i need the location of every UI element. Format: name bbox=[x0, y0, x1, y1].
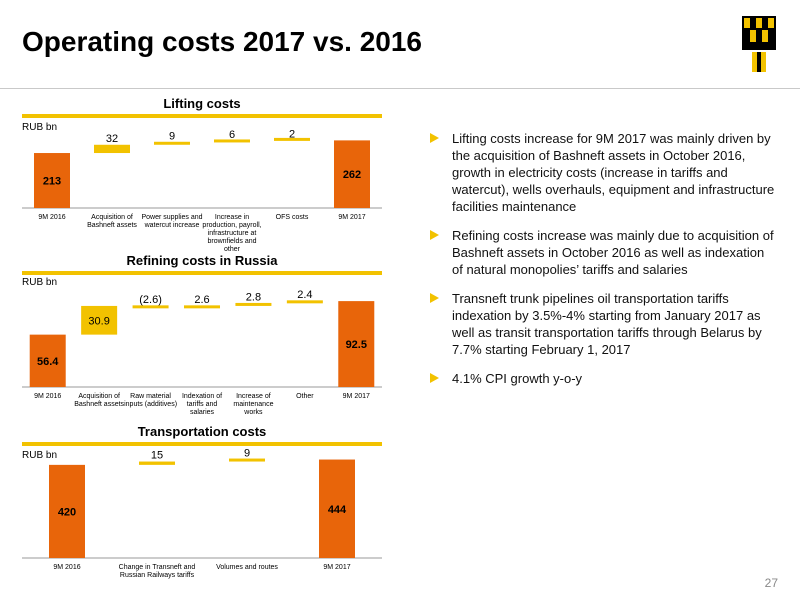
category-label: other bbox=[224, 246, 241, 253]
delta-bar bbox=[214, 139, 250, 143]
category-label: 9M 2016 bbox=[38, 214, 65, 221]
bullet-item: Refining costs increase was mainly due t… bbox=[430, 227, 775, 278]
delta-bar bbox=[235, 302, 272, 306]
delta-bar bbox=[286, 300, 323, 304]
data-label: 2.6 bbox=[194, 294, 209, 306]
company-logo bbox=[742, 16, 776, 72]
delta-bar bbox=[81, 305, 118, 335]
y-axis-label: RUB bn bbox=[22, 277, 57, 288]
data-label: 444 bbox=[328, 504, 347, 516]
y-axis-label: RUB bn bbox=[22, 450, 57, 461]
category-label: watercut increase bbox=[144, 222, 200, 229]
chart-transportation: RUB bn 420 9M 2016 15 Change in Transneft an… bbox=[22, 448, 382, 583]
y-axis-label: RUB bn bbox=[22, 122, 57, 133]
category-label: tariffs and bbox=[187, 401, 218, 408]
category-label: Bashneft assets bbox=[87, 222, 137, 229]
total-bar bbox=[334, 140, 370, 208]
commentary-list: Lifting costs increase for 9M 2017 was m… bbox=[430, 130, 775, 399]
refining-costs-chart: RUB bn 56.4 9M 2016 30.9 Acquisition ofBashn… bbox=[22, 277, 382, 416]
data-label: 32 bbox=[106, 133, 118, 145]
category-label: 9M 2017 bbox=[343, 393, 370, 400]
bullet-arrow-icon bbox=[430, 293, 439, 303]
delta-bar bbox=[184, 305, 220, 309]
data-label: 30.9 bbox=[88, 315, 109, 327]
data-label: 92.5 bbox=[346, 339, 367, 351]
delta-bar bbox=[274, 137, 310, 141]
category-label: OFS costs bbox=[276, 214, 309, 221]
data-label: 9 bbox=[169, 130, 175, 142]
delta-bar bbox=[154, 141, 190, 145]
total-bar bbox=[29, 334, 66, 387]
bullet-arrow-icon bbox=[430, 133, 439, 143]
category-label: Change in Transneft and bbox=[119, 564, 196, 571]
category-label: Increase of bbox=[236, 393, 271, 400]
total-bar bbox=[319, 459, 355, 558]
data-label: (2.6) bbox=[139, 294, 162, 306]
total-bar bbox=[49, 464, 85, 558]
category-label: infrastructure at bbox=[208, 230, 257, 237]
category-label: brownfields and bbox=[207, 238, 256, 245]
bullet-text: 4.1% CPI growth y-o-y bbox=[452, 371, 583, 386]
data-label: 420 bbox=[58, 506, 76, 518]
category-label: inputs (additives) bbox=[124, 401, 177, 408]
category-label: Indexation of bbox=[182, 393, 222, 400]
slide-title: Operating costs 2017 vs. 2016 bbox=[22, 26, 422, 57]
category-label: salaries bbox=[190, 409, 215, 416]
delta-bar bbox=[132, 305, 169, 309]
chart-title-rule bbox=[22, 271, 382, 275]
data-label: 2 bbox=[289, 128, 295, 140]
data-label: 6 bbox=[229, 129, 235, 141]
category-label: Power supplies and bbox=[141, 214, 202, 221]
category-label: Russian Railways tariffs bbox=[120, 572, 195, 579]
category-label: maintenance bbox=[233, 401, 273, 408]
chart-title-rule bbox=[22, 442, 382, 446]
chart-refining: RUB bn 56.4 9M 2016 30.9 Acquisition of Bashn… bbox=[22, 277, 382, 417]
delta-bar bbox=[229, 458, 265, 462]
data-label: 2.4 bbox=[297, 289, 312, 301]
data-label: 56.4 bbox=[37, 356, 59, 368]
data-label: 262 bbox=[343, 169, 361, 181]
category-label: Raw material bbox=[130, 393, 171, 400]
bullet-text: Lifting costs increase for 9M 2017 was m… bbox=[452, 131, 775, 214]
category-label: 9M 2017 bbox=[323, 564, 350, 571]
data-label: 2.8 bbox=[246, 291, 261, 303]
header-divider bbox=[0, 88, 800, 89]
bullet-arrow-icon bbox=[430, 230, 439, 240]
data-label: 213 bbox=[43, 176, 61, 188]
category-label: production, payroll, bbox=[202, 222, 261, 229]
chart-lifting: RUB bn 213 9M 2016 32 Acquisition of Bashneft… bbox=[22, 120, 382, 260]
category-label: Acquisition of bbox=[78, 393, 120, 400]
category-label: Acquisition of bbox=[91, 214, 133, 221]
bullet-arrow-icon bbox=[430, 373, 439, 383]
bullet-item: Transneft trunk pipelines oil transporta… bbox=[430, 290, 775, 358]
delta-bar bbox=[139, 461, 175, 465]
data-label: 15 bbox=[151, 450, 163, 462]
transportation-costs-chart: RUB bn 420 9M 2016 15 Change in Transneft an… bbox=[22, 448, 382, 579]
category-label: Increase in bbox=[215, 214, 249, 221]
category-label: 9M 2017 bbox=[338, 214, 365, 221]
category-label: 9M 2016 bbox=[34, 393, 61, 400]
category-label: Other bbox=[296, 393, 314, 400]
page-number: 27 bbox=[764, 576, 778, 590]
bullet-text: Refining costs increase was mainly due t… bbox=[452, 228, 774, 277]
bullet-item: 4.1% CPI growth y-o-y bbox=[430, 370, 775, 387]
data-label: 9 bbox=[244, 448, 250, 460]
chart-title-transportation: Transportation costs bbox=[137, 424, 267, 439]
category-label: 9M 2016 bbox=[53, 564, 80, 571]
bullet-text: Transneft trunk pipelines oil transporta… bbox=[452, 291, 762, 357]
chart-title-rule bbox=[22, 114, 382, 118]
delta-bar bbox=[94, 144, 130, 154]
chart-title-refining: Refining costs in Russia bbox=[126, 253, 278, 268]
category-label: Bashneft assets bbox=[74, 401, 124, 408]
lifting-costs-chart: RUB bn 213 9M 2016 32 Acquisition ofBashneft… bbox=[22, 122, 382, 253]
category-label: works bbox=[243, 409, 263, 416]
total-bar bbox=[34, 153, 70, 208]
category-label: Volumes and routes bbox=[216, 564, 278, 571]
chart-title-lifting: Lifting costs bbox=[163, 96, 241, 111]
bullet-item: Lifting costs increase for 9M 2017 was m… bbox=[430, 130, 775, 215]
total-bar bbox=[338, 301, 375, 387]
